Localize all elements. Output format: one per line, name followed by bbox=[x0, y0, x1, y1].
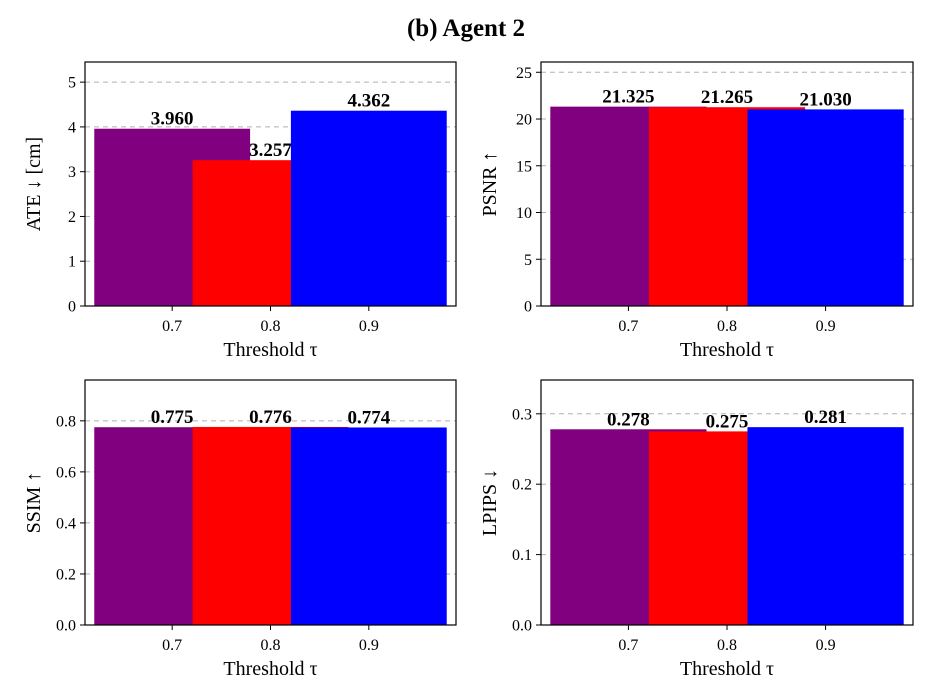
figure-title: (b) Agent 2 bbox=[407, 15, 525, 42]
bar-value-label: 3.960 bbox=[151, 109, 194, 130]
x-tick-label: 0.8 bbox=[261, 637, 281, 654]
bar-0.9 bbox=[290, 427, 447, 625]
x-tick-label: 0.9 bbox=[359, 637, 379, 654]
x-axis-label: Threshold τ bbox=[680, 658, 774, 680]
x-axis-label: Threshold τ bbox=[223, 339, 317, 361]
y-tick-label: 3 bbox=[68, 164, 76, 181]
axes-frame bbox=[540, 61, 914, 307]
bar-value-label: 0.278 bbox=[607, 409, 650, 430]
y-tick-label: 0.4 bbox=[56, 515, 76, 532]
y-tick-label: 15 bbox=[516, 158, 532, 175]
x-tick-label: 0.7 bbox=[618, 318, 638, 335]
bar-value-label: 0.775 bbox=[151, 407, 194, 428]
y-tick-label: 5 bbox=[524, 252, 532, 269]
y-tick-label: 10 bbox=[516, 205, 532, 222]
y-tick-label: 0.3 bbox=[512, 406, 532, 423]
bar-0.9 bbox=[290, 110, 447, 307]
bar-value-label: 21.265 bbox=[701, 87, 753, 108]
bar-0.9 bbox=[747, 427, 904, 625]
y-axis-label: ATE ↓ [cm] bbox=[23, 137, 45, 231]
x-tick-label: 0.9 bbox=[359, 318, 379, 335]
subplot-3: 0.0 0.2 0.4 0.6 0.8 0.775 0.7 0.776 0.8 0.774 0.9 T… bbox=[23, 379, 457, 680]
y-tick-label: 2 bbox=[68, 209, 76, 226]
x-tick-label: 0.8 bbox=[717, 318, 737, 335]
axes-frame bbox=[84, 379, 457, 626]
bar-value-label: 0.275 bbox=[706, 411, 749, 432]
x-tick-label: 0.7 bbox=[618, 637, 638, 654]
x-tick-label: 0.7 bbox=[162, 318, 182, 335]
subplot-2: 0 5 10 15 20 25 21.325 0.7 21.265 0.8 21.030 0.9 Thr… bbox=[479, 61, 914, 361]
bar-value-label: 0.281 bbox=[804, 407, 847, 428]
subplot-1: 0 1 2 3 4 5 3.960 0.7 3.257 0.8 4.362 0.9 Threshold … bbox=[23, 61, 457, 361]
bar-value-label: 0.776 bbox=[249, 407, 292, 428]
y-axis-label: PSNR ↑ bbox=[479, 151, 501, 216]
y-tick-label: 0.8 bbox=[56, 413, 76, 430]
y-axis-label: SSIM ↑ bbox=[23, 472, 45, 534]
x-tick-label: 0.7 bbox=[162, 637, 182, 654]
bar-value-label: 3.257 bbox=[249, 140, 292, 161]
x-axis-label: Threshold τ bbox=[680, 339, 774, 361]
y-tick-label: 0.0 bbox=[56, 618, 76, 635]
y-tick-label: 0.6 bbox=[56, 464, 76, 481]
bar-value-label: 0.774 bbox=[347, 407, 390, 428]
bar-0.9 bbox=[747, 109, 904, 306]
axes-frame bbox=[84, 61, 457, 307]
y-tick-label: 0.1 bbox=[512, 547, 532, 564]
y-tick-label: 25 bbox=[516, 65, 532, 82]
y-tick-label: 1 bbox=[68, 254, 76, 271]
x-tick-label: 0.9 bbox=[816, 318, 836, 335]
y-tick-label: 0.2 bbox=[56, 566, 76, 583]
x-tick-label: 0.8 bbox=[717, 637, 737, 654]
subplot-4: 0.0 0.1 0.2 0.3 0.278 0.7 0.275 0.8 0.281 0.9 Thre… bbox=[479, 379, 914, 680]
bar-value-label: 21.030 bbox=[799, 89, 851, 110]
y-tick-label: 0.0 bbox=[512, 618, 532, 635]
bar-value-label: 4.362 bbox=[347, 91, 390, 112]
y-tick-label: 4 bbox=[68, 119, 76, 136]
y-tick-label: 20 bbox=[516, 112, 532, 129]
y-tick-label: 0.2 bbox=[512, 477, 532, 494]
x-tick-label: 0.9 bbox=[816, 637, 836, 654]
x-tick-label: 0.8 bbox=[261, 318, 281, 335]
x-axis-label: Threshold τ bbox=[223, 658, 317, 680]
y-tick-label: 5 bbox=[68, 75, 76, 92]
y-tick-label: 0 bbox=[68, 299, 76, 316]
axes-frame bbox=[540, 379, 914, 626]
y-axis-label: LPIPS ↓ bbox=[479, 469, 501, 536]
y-tick-label: 0 bbox=[524, 299, 532, 316]
bar-value-label: 21.325 bbox=[602, 87, 654, 108]
